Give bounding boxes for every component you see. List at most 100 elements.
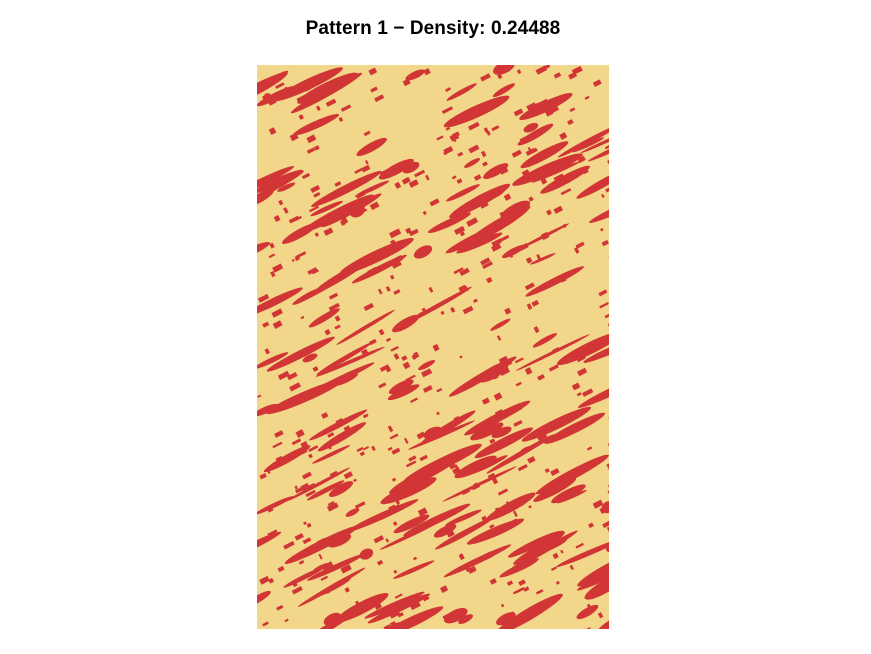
pattern-speck <box>314 232 319 237</box>
pattern-speck <box>449 132 460 142</box>
pattern-streak <box>493 65 515 75</box>
pattern-speck <box>575 353 586 363</box>
pattern-speck <box>601 193 605 199</box>
pattern-speck <box>334 324 341 330</box>
pattern-speck <box>294 255 301 262</box>
pattern-streak <box>328 481 354 497</box>
pattern-speck <box>502 619 511 628</box>
pattern-streak <box>556 331 609 366</box>
pattern-speck <box>467 565 477 574</box>
pattern-speck <box>575 542 584 549</box>
pattern-speck <box>300 482 310 492</box>
pattern-speck <box>283 541 295 550</box>
pattern-speck <box>581 167 589 175</box>
pattern-streak <box>433 523 457 538</box>
pattern-speck <box>567 119 574 126</box>
pattern-speck <box>374 602 383 610</box>
pattern-streak <box>405 69 425 81</box>
pattern-streak <box>583 334 609 363</box>
pattern-speck <box>379 168 389 176</box>
pattern-streak <box>443 544 512 578</box>
pattern-speck <box>268 577 275 584</box>
pattern-speck <box>259 575 270 585</box>
pattern-speck <box>402 78 411 87</box>
pattern-streak <box>257 72 288 108</box>
pattern-speck <box>316 105 321 111</box>
pattern-speck <box>534 429 540 435</box>
pattern-speck <box>445 87 452 93</box>
pattern-speck <box>354 167 363 174</box>
pattern-speck <box>531 299 540 307</box>
pattern-speck <box>537 98 548 106</box>
pattern-streak <box>588 136 609 162</box>
pattern-speck <box>514 357 524 364</box>
pattern-speck <box>367 266 378 274</box>
pattern-speck <box>312 366 319 372</box>
pattern-speck <box>553 205 563 214</box>
pattern-speck <box>413 556 418 561</box>
pattern-speck <box>303 521 307 526</box>
pattern-speck <box>298 114 304 120</box>
pattern-speck <box>569 107 576 113</box>
pattern-speck <box>559 416 570 425</box>
pattern-streak <box>309 409 368 441</box>
pattern-streak <box>544 412 606 444</box>
pattern-speck <box>297 449 308 457</box>
pattern-speck <box>537 433 548 441</box>
pattern-streak <box>345 508 360 517</box>
pattern-speck <box>389 228 402 239</box>
pattern-speck <box>272 263 284 273</box>
pattern-streak <box>444 608 468 624</box>
pattern-streak <box>523 122 539 133</box>
pattern-speck <box>306 482 317 491</box>
pattern-speck <box>408 455 417 462</box>
pattern-streak <box>380 477 437 505</box>
pattern-speck <box>404 437 409 445</box>
pattern-speck <box>294 215 302 222</box>
pattern-speck <box>270 270 276 278</box>
pattern-streak <box>388 379 414 395</box>
pattern-streak <box>315 346 385 377</box>
pattern-speck <box>499 366 511 377</box>
pattern-streak <box>483 163 509 180</box>
pattern-speck <box>540 548 546 555</box>
pattern-streak <box>257 241 271 263</box>
pattern-speck <box>389 609 401 619</box>
pattern-streak <box>458 614 473 624</box>
pattern-streak <box>257 531 282 560</box>
pattern-speck <box>582 388 594 397</box>
pattern-speck <box>573 247 580 254</box>
pattern-speck <box>270 531 276 537</box>
pattern-streak <box>311 445 351 464</box>
pattern-streak <box>499 558 539 578</box>
pattern-speck <box>491 477 499 485</box>
pattern-streak <box>310 200 344 217</box>
pattern-speck <box>306 147 316 154</box>
pattern-speck <box>476 194 483 200</box>
pattern-speck <box>479 200 489 209</box>
pattern-speck <box>576 392 582 397</box>
pattern-speck <box>526 303 533 310</box>
pattern-speck <box>410 601 421 611</box>
pattern-speck <box>571 382 581 391</box>
pattern-speck <box>503 193 512 201</box>
pattern-speck <box>457 151 464 157</box>
pattern-speck <box>300 315 305 320</box>
pattern-speck <box>385 337 392 343</box>
pattern-speck <box>540 177 548 185</box>
pattern-speck <box>301 172 311 180</box>
pattern-speck <box>277 565 285 573</box>
pattern-streak <box>556 490 587 504</box>
pattern-speck <box>523 586 530 592</box>
pattern-speck <box>494 507 501 513</box>
pattern-speck <box>307 267 318 275</box>
pattern-speck <box>306 134 317 144</box>
pattern-speck <box>443 511 451 519</box>
pattern-streak <box>257 165 295 198</box>
pattern-speck <box>599 504 609 515</box>
pattern-speck <box>586 627 592 629</box>
pattern-streak <box>577 553 609 587</box>
pattern-speck <box>401 523 409 530</box>
pattern-speck <box>525 257 533 264</box>
pattern-speck <box>278 199 284 206</box>
